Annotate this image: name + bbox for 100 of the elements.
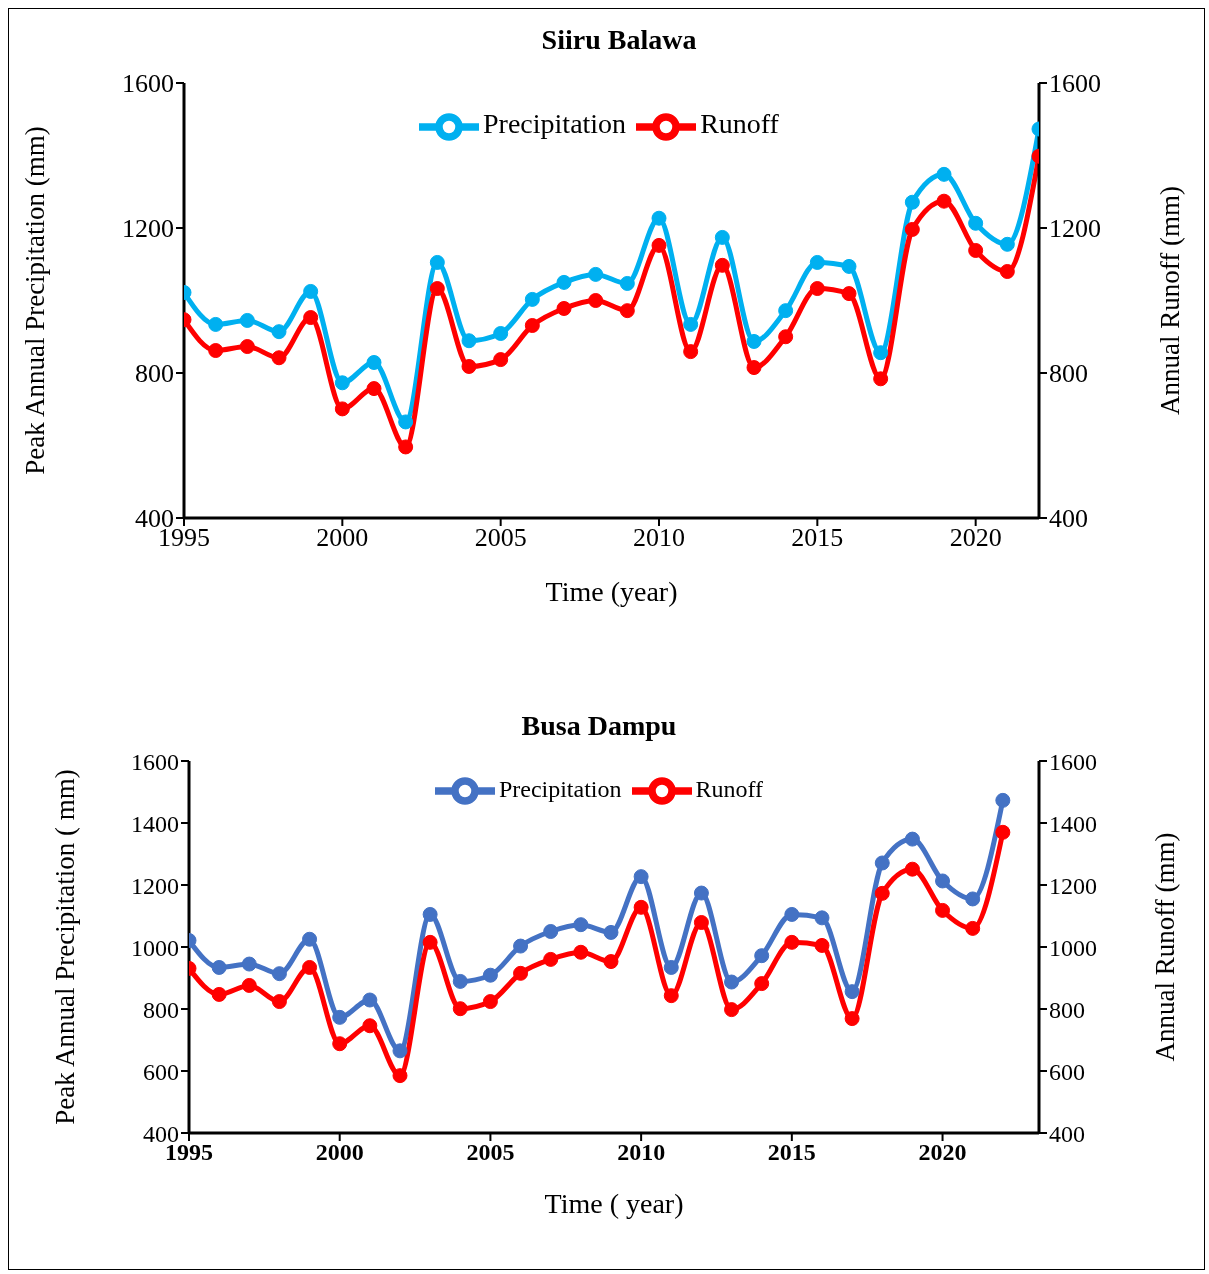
point [683,316,699,332]
point [619,275,635,291]
point [493,325,509,341]
point [746,333,762,349]
point [482,994,498,1010]
y2-axis-title: Annual Runoff (mm) [1154,186,1185,415]
point [422,934,438,950]
point [904,831,920,847]
y2-tick-label: 1000 [1049,934,1097,961]
point [904,221,920,237]
point [332,1009,348,1025]
point [873,371,889,387]
y-tick-label: 1600 [122,69,174,99]
point [588,293,604,308]
point [633,869,649,885]
point [904,861,920,877]
point [874,855,890,871]
point [241,956,257,972]
point [841,258,857,274]
legend-label: Runoff [695,775,764,802]
point [392,1043,408,1059]
point [303,283,319,299]
point [754,948,770,964]
point [271,350,287,366]
point [241,977,257,993]
point [271,994,287,1010]
chart-title: Busa Dampu [520,709,678,743]
legend-label: Precipitation [483,108,627,140]
point [556,300,572,316]
legend-label: Precipitation [498,775,622,802]
y2-tick-label: 600 [1049,1058,1085,1085]
point [935,873,951,889]
x-axis-title: Time ( year) [544,1188,684,1219]
point [208,343,224,359]
point [392,1068,408,1084]
x-tick-label: 2000 [315,1139,364,1166]
y2-tick-label: 800 [1049,359,1088,389]
point [302,931,318,947]
y-tick-label: 1200 [131,872,179,899]
point [633,899,649,915]
point [663,959,679,975]
point [362,992,378,1008]
point [513,938,529,954]
point [543,924,559,939]
point [844,984,860,1000]
x-tick-label: 2005 [474,523,527,553]
point [302,959,318,975]
point [422,906,438,922]
x-tick-label: 2000 [316,523,369,553]
point [904,194,920,210]
x-axis-title: Time (year) [545,576,678,607]
point [746,360,762,376]
point [841,286,857,302]
point [968,242,984,258]
x-tick-label: 2010 [633,523,685,553]
point [965,891,981,907]
point [814,937,830,953]
x-tick-label: 2015 [767,1139,816,1166]
point [936,166,952,182]
y-tick-label: 600 [143,1058,179,1085]
point [995,792,1011,808]
point [398,414,414,430]
y2-tick-label: 400 [1049,1120,1085,1147]
point [334,401,350,417]
point [814,910,830,926]
point [452,973,468,989]
point [784,906,800,922]
point [429,254,445,270]
x-tick-label: 2015 [791,523,844,553]
point [619,303,635,319]
point [366,354,382,370]
point [999,236,1015,252]
point [844,1011,860,1027]
point [573,917,589,933]
point [784,934,800,950]
x-tick-label: 2010 [617,1139,666,1166]
point [724,1002,740,1018]
point [513,965,529,981]
point [239,312,255,328]
y-tick-label: 800 [143,996,179,1023]
point [714,229,730,245]
point [362,1018,378,1034]
point [524,318,540,334]
point [693,885,709,901]
point [366,381,382,397]
point [778,303,794,319]
y2-tick-label: 1600 [1049,69,1101,99]
x-tick-label: 2005 [466,1139,515,1166]
point [651,237,667,253]
y2-tick-label: 1200 [1049,214,1101,244]
point [398,439,414,455]
point [714,257,730,273]
point [461,358,477,374]
y2-tick-label: 1400 [1049,810,1097,837]
y2-tick-label: 800 [1049,996,1085,1023]
point [461,333,477,349]
chart-title: Siiru Balawa [540,23,698,57]
point [754,976,770,992]
point [429,281,445,297]
point [271,966,287,982]
